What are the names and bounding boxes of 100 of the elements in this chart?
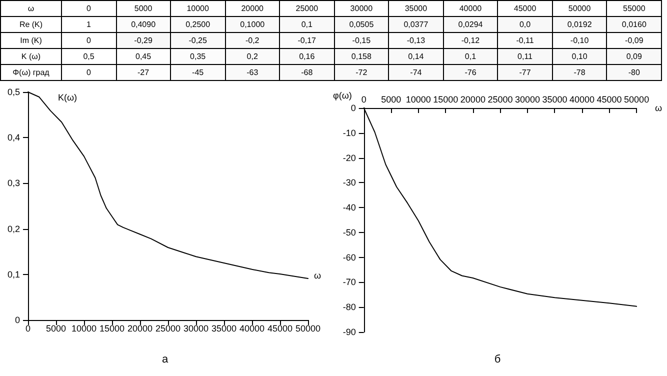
data-label: -0,09 (606, 32, 662, 48)
y-tick-label: Re (K) (0, 16, 62, 32)
x-axis-title: ω (0, 0, 62, 16)
data-label: 0,4090 (116, 16, 171, 32)
x-axis-title: ω (654, 103, 662, 113)
data-label: 0,0192 (552, 16, 607, 32)
y-axis-title: φ(ω) (333, 90, 352, 100)
data-label: 0,14 (388, 48, 444, 64)
text: б (494, 354, 501, 366)
data-label: 0,35 (170, 48, 226, 64)
data-label: 0,16 (280, 48, 334, 64)
x-tick-label: 0 (361, 94, 366, 104)
data-label: -0,11 (498, 32, 552, 48)
data-label: -0,15 (334, 32, 389, 48)
data-label: 0,1000 (225, 16, 280, 32)
x-tick-label: 5000 (381, 94, 402, 104)
data-label: -27 (116, 64, 171, 80)
x-tick-label: 35000 (388, 0, 444, 16)
data-label: 0,0505 (334, 16, 389, 32)
y-tick-label: -90 (342, 327, 356, 337)
x-tick-label: 25000 (155, 324, 181, 334)
x-tick-label: 40000 (443, 0, 498, 16)
y-tick-label: -30 (342, 178, 356, 188)
y-tick-label: K (ω) (0, 48, 62, 64)
data-label: -72 (334, 64, 389, 80)
data-label: -74 (388, 64, 444, 80)
data-label: 0,1 (280, 16, 334, 32)
data-label: -77 (498, 64, 552, 80)
x-tick-label: 10000 (71, 324, 97, 334)
x-tick-label: 45000 (267, 324, 293, 334)
data-label: 0 (62, 32, 116, 48)
y-tick-label: Φ(ω) град (0, 64, 62, 80)
data-label: 0,158 (334, 48, 389, 64)
y-tick-label: -40 (342, 202, 356, 213)
x-tick-label: 45000 (498, 0, 552, 16)
data-label: 0,10 (552, 48, 607, 64)
y-tick-label: 0,2 (7, 224, 20, 234)
y-tick-label: 0,3 (7, 178, 20, 188)
x-tick-label: 20000 (225, 0, 280, 16)
x-tick-label: 50000 (624, 94, 650, 104)
data-label: 0,45 (116, 48, 171, 64)
y-tick-label: -10 (342, 128, 356, 138)
x-tick-label: 30000 (183, 324, 209, 334)
data-label: 0,1 (443, 48, 498, 64)
data-label: -80 (606, 64, 662, 80)
y-axis-title: K(ω) (58, 92, 78, 102)
y-tick-label: 0 (14, 315, 20, 325)
y-tick-label: 0 (350, 103, 356, 113)
text: а (162, 354, 169, 366)
x-tick-label: 40000 (570, 94, 595, 104)
data-label: -76 (443, 64, 498, 80)
x-tick-label: 35000 (211, 324, 237, 334)
x-tick-label: 40000 (239, 324, 265, 334)
data-label: 0,5 (62, 48, 116, 64)
x-tick-label: 10000 (406, 94, 431, 104)
data-label: -78 (552, 64, 607, 80)
x-axis-title: ω (314, 270, 322, 280)
data-label: 0,2500 (170, 16, 226, 32)
data-label: 0,0294 (443, 16, 498, 32)
y-tick-label: 0,1 (7, 269, 20, 280)
x-tick-label: 15000 (433, 94, 458, 104)
x-tick-label: 20000 (127, 324, 153, 334)
data-label: -0,10 (552, 32, 607, 48)
data-label: 0,0 (498, 16, 552, 32)
x-tick-label: 5000 (46, 324, 66, 334)
data-label: -0,29 (116, 32, 171, 48)
data-label: -0,12 (443, 32, 498, 48)
data-label: -0,13 (388, 32, 444, 48)
data-label: -68 (280, 64, 334, 80)
data-label: -45 (170, 64, 226, 80)
data-label: -0,25 (170, 32, 226, 48)
x-tick-label: 50000 (552, 0, 607, 16)
data-label: 0,2 (225, 48, 280, 64)
x-tick-label: 0 (62, 0, 116, 16)
y-tick-label: 0,4 (7, 132, 20, 143)
x-tick-label: 25000 (488, 94, 513, 104)
y-tick-label: -70 (342, 277, 356, 288)
data-label: 0,0160 (606, 16, 662, 32)
data-label: -0,17 (280, 32, 334, 48)
data-label: -0,2 (225, 32, 280, 48)
x-tick-label: 50000 (295, 324, 321, 334)
data-label: 1 (62, 16, 116, 32)
data-label: 0,09 (606, 48, 662, 64)
y-tick-label: -80 (342, 302, 356, 312)
x-tick-label: 20000 (460, 94, 486, 104)
x-tick-label: 55000 (606, 0, 662, 16)
x-tick-label: 45000 (596, 94, 622, 104)
x-tick-label: 25000 (280, 0, 334, 16)
data-label: 0,0377 (388, 16, 444, 32)
y-tick-label: -20 (342, 152, 356, 163)
x-tick-label: 10000 (170, 0, 226, 16)
data-label: -63 (225, 64, 280, 80)
data-label: 0,11 (498, 48, 552, 64)
x-tick-label: 15000 (99, 324, 125, 334)
y-tick-label: -60 (342, 252, 356, 262)
y-tick-label: 0,5 (7, 87, 20, 97)
x-tick-label: 30000 (334, 0, 389, 16)
data-label: 0 (62, 64, 116, 80)
y-tick-label: Im (K) (0, 32, 62, 48)
x-tick-label: 5000 (116, 0, 171, 16)
